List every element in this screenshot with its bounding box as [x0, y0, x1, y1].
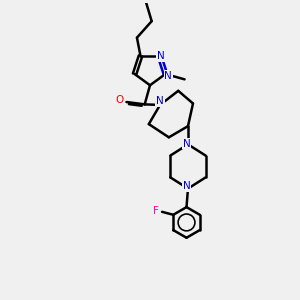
Text: N: N	[164, 70, 172, 80]
Text: N: N	[183, 139, 190, 148]
Text: N: N	[183, 181, 190, 191]
Text: N: N	[157, 51, 165, 61]
Text: O: O	[116, 94, 124, 105]
Text: F: F	[153, 206, 159, 216]
Text: N: N	[156, 96, 164, 106]
